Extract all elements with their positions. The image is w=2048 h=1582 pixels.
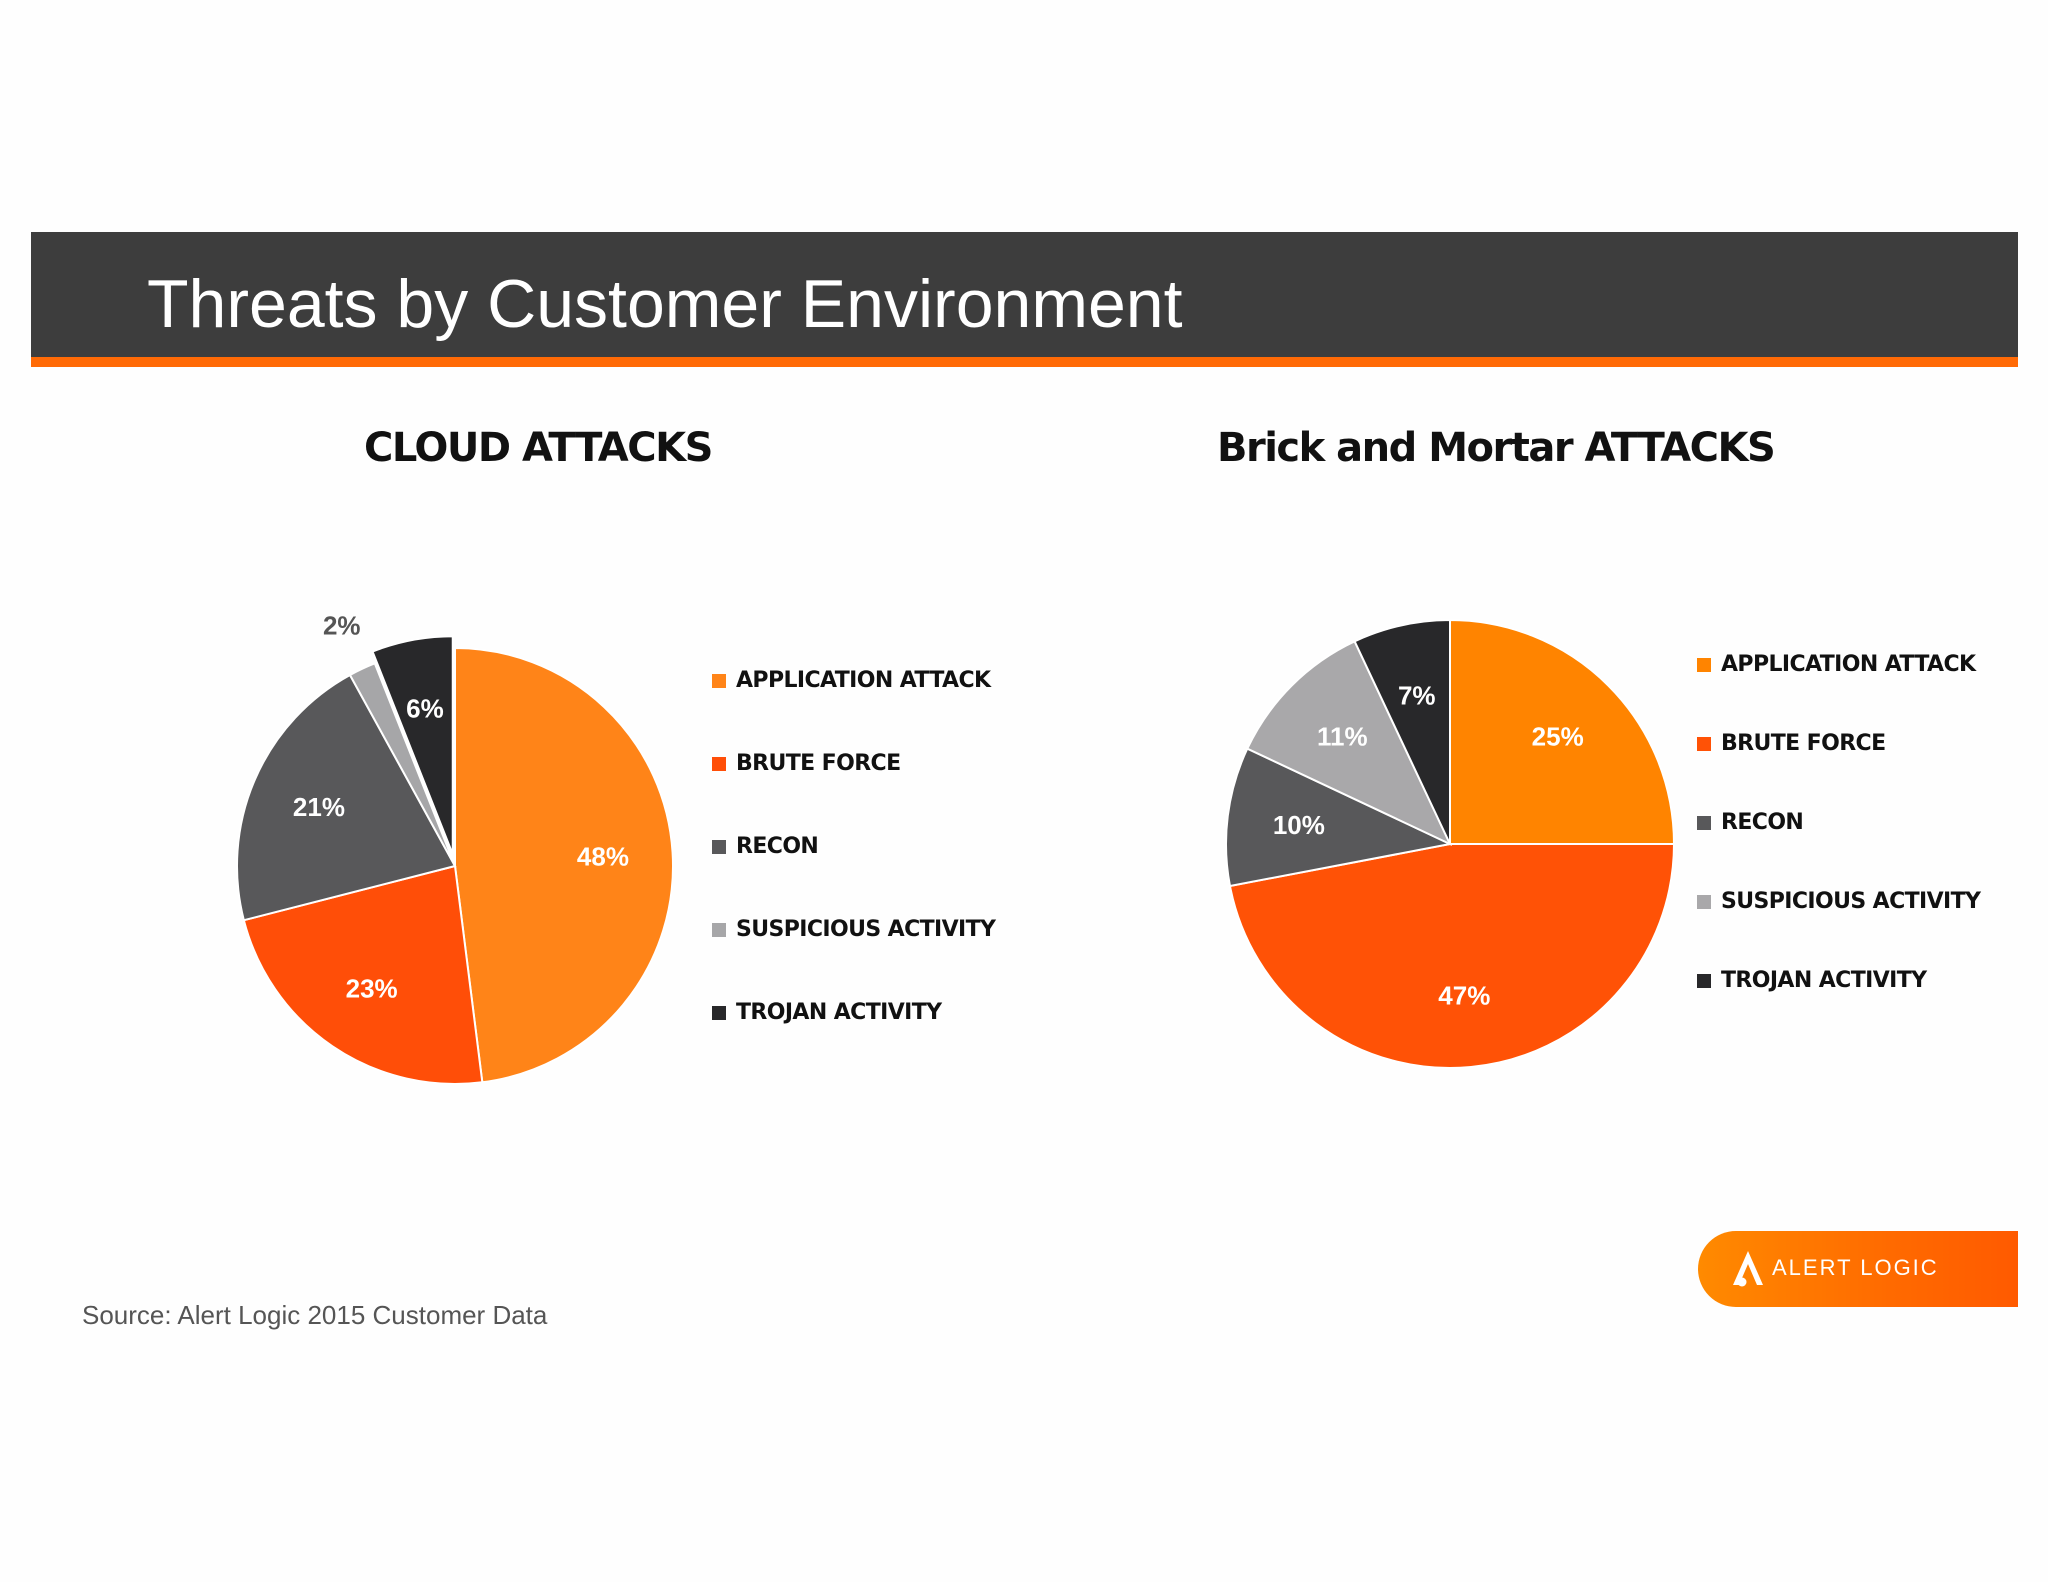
cloud-slice-application-attack xyxy=(454,646,674,1084)
legend-label: APPLICATION ATTACK xyxy=(736,668,991,693)
legend-label: SUSPICIOUS ACTIVITY xyxy=(736,917,996,942)
logo-text: ALERT LOGIC xyxy=(1772,1255,1939,1280)
cloud-slice-trojan-activity xyxy=(371,635,454,855)
brick-legend-item-recon: RECON xyxy=(1697,810,1804,835)
brick-slice-trojan-activity xyxy=(1353,618,1451,845)
brick-label-suspicious-activity: 11% xyxy=(1317,721,1368,751)
cloud-label-application-attack: 48% xyxy=(577,842,629,872)
cloud-label-trojan-activity: 6% xyxy=(406,694,444,724)
cloud-chart-title: CLOUD ATTACKS xyxy=(364,425,713,471)
legend-swatch xyxy=(1697,658,1711,672)
legend-label: SUSPICIOUS ACTIVITY xyxy=(1721,889,1981,914)
brick-legend-item-application-attack: APPLICATION ATTACK xyxy=(1697,652,1976,677)
brick-label-brute-force: 47% xyxy=(1438,981,1490,1011)
source-note: Source: Alert Logic 2015 Customer Data xyxy=(82,1300,548,1330)
legend-swatch xyxy=(1697,737,1711,751)
brick-label-application-attack: 25% xyxy=(1532,721,1584,751)
brick-legend-item-suspicious-activity: SUSPICIOUS ACTIVITY xyxy=(1697,889,1981,914)
cloud-slice-recon xyxy=(236,673,457,922)
brick-label-recon: 10% xyxy=(1273,810,1325,840)
legend-label: BRUTE FORCE xyxy=(736,751,901,776)
cloud-slice-suspicious-activity xyxy=(348,662,456,867)
cloud-legend-item-brute-force: BRUTE FORCE xyxy=(712,753,901,775)
title-bar xyxy=(31,232,2018,357)
cloud-legend-item-suspicious-activity: SUSPICIOUS ACTIVITY xyxy=(712,917,996,942)
cloud-legend-item-trojan-activity: TROJAN ACTIVITY xyxy=(712,1000,942,1025)
legend-swatch xyxy=(712,1006,726,1020)
brick-chart-title: Brick and Mortar ATTACKS xyxy=(1217,425,1776,471)
cloud-label-brute-force: 23% xyxy=(346,974,398,1004)
brick-slice-suspicious-activity xyxy=(1245,639,1453,847)
legend-label: TROJAN ACTIVITY xyxy=(736,1000,942,1025)
title-accent-stripe xyxy=(31,357,2018,367)
alert-logic-logo: ALERT LOGIC xyxy=(1698,1231,2018,1307)
cloud-pie-chart: 48% 23% 21% 2% 6% xyxy=(236,610,674,1085)
legend-swatch xyxy=(712,757,726,771)
brick-legend-item-trojan-activity: TROJAN ACTIVITY xyxy=(1697,968,1927,993)
legend-label: APPLICATION ATTACK xyxy=(1721,652,1976,677)
brick-legend-item-brute-force: BRUTE FORCE xyxy=(1697,733,1886,755)
legend-label: RECON xyxy=(736,834,819,859)
legend-label: RECON xyxy=(1721,810,1804,835)
brick-pie-chart: 25% 47% 10% 11% 7% xyxy=(1225,618,1676,1069)
cloud-legend-item-recon: RECON xyxy=(712,834,819,859)
cloud-label-recon: 21% xyxy=(293,792,345,822)
brick-label-trojan-activity: 7% xyxy=(1398,680,1436,710)
legend-swatch xyxy=(1697,816,1711,830)
legend-label: BRUTE FORCE xyxy=(1721,731,1886,756)
brick-slice-brute-force xyxy=(1228,843,1676,1069)
legend-swatch xyxy=(712,674,726,688)
legend-label: TROJAN ACTIVITY xyxy=(1721,968,1927,993)
brick-slice-recon xyxy=(1225,747,1454,888)
legend-swatch xyxy=(1697,974,1711,988)
brick-slice-application-attack xyxy=(1449,618,1676,845)
cloud-slice-brute-force xyxy=(242,864,484,1085)
legend-swatch xyxy=(1697,895,1711,909)
legend-swatch xyxy=(712,923,726,937)
legend-swatch xyxy=(712,840,726,854)
cloud-label-suspicious-activity: 2% xyxy=(323,610,361,640)
cloud-legend-item-application-attack: APPLICATION ATTACK xyxy=(712,668,991,693)
page-title: Threats by Customer Environment xyxy=(147,266,1183,342)
alert-logic-a-icon xyxy=(1733,1251,1763,1287)
